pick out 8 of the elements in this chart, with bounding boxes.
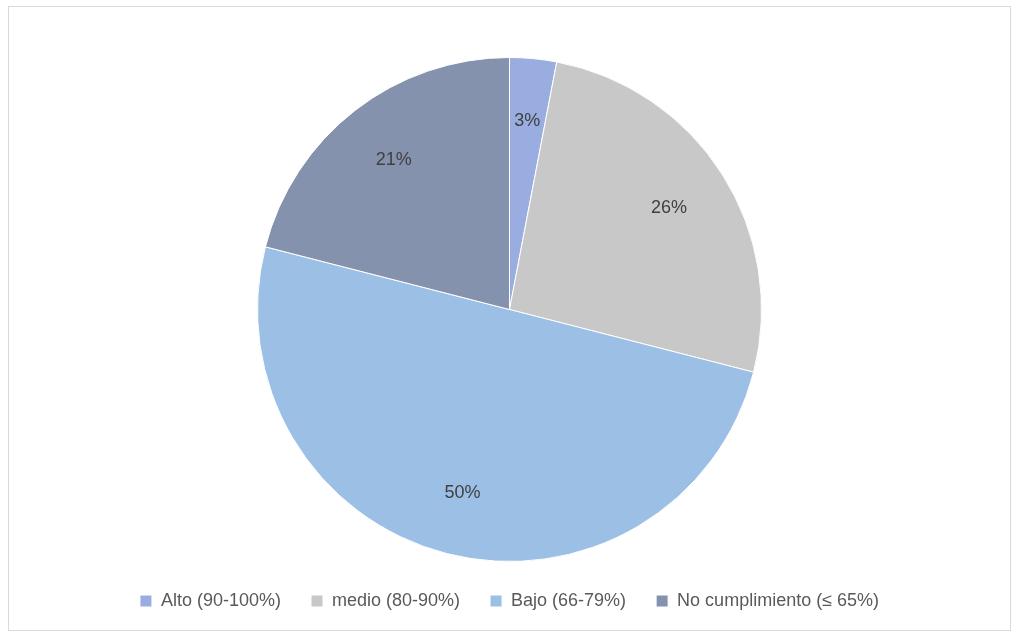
legend-label: medio (80-90%) — [332, 589, 461, 610]
legend-label: No cumplimiento (≤ 65%) — [677, 589, 880, 610]
data-label: 21% — [375, 149, 412, 170]
data-label: 3% — [514, 110, 541, 131]
data-label: 50% — [444, 481, 481, 502]
legend-label: Bajo (66-79%) — [511, 589, 627, 610]
data-label: 26% — [651, 197, 688, 218]
legend-label: Alto (90-100%) — [160, 589, 281, 610]
